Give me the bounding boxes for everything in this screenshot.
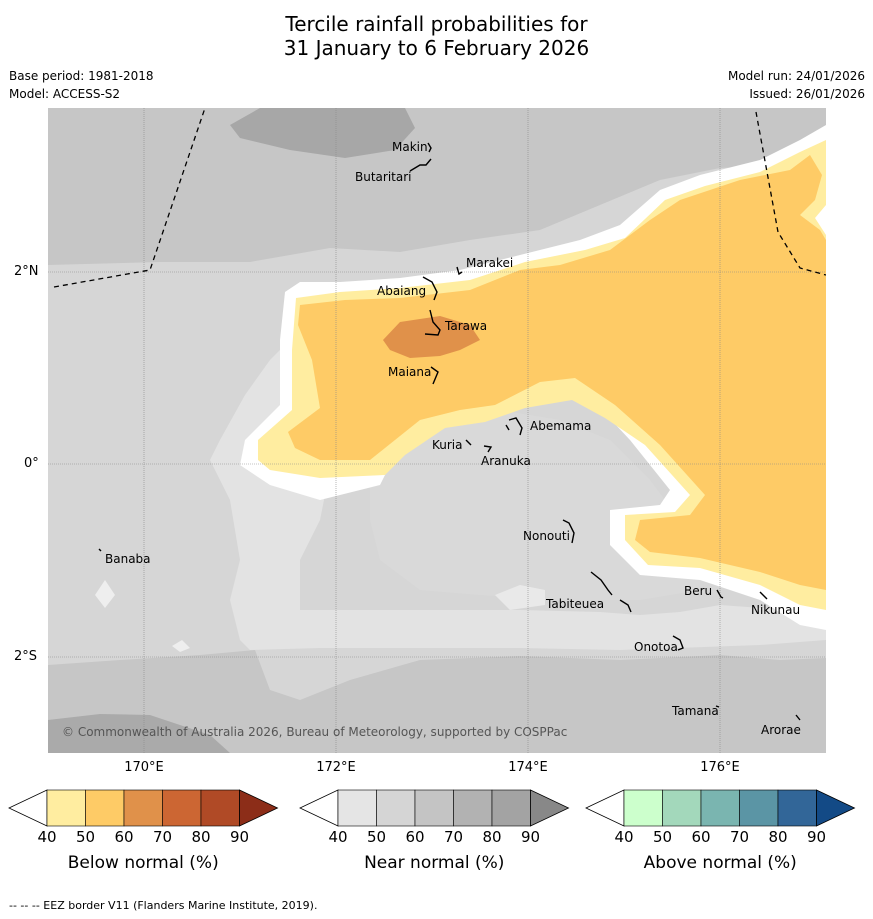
colorbars	[8, 789, 856, 827]
chart-title: Tercile rainfall probabilities for 31 Ja…	[0, 12, 873, 60]
meta-left: Base period: 1981-2018 Model: ACCESS-S2	[9, 67, 154, 103]
colorbar-swatch	[200, 789, 240, 827]
island-label: Nikunau	[751, 603, 800, 617]
island-label: Maiana	[388, 365, 431, 379]
island-label: Tamana	[671, 704, 719, 718]
colorbar-tick: 70	[443, 828, 464, 846]
colorbar-swatch	[337, 789, 377, 827]
colorbar-swatch	[453, 789, 493, 827]
y-tick-label: 0°	[24, 456, 39, 471]
island-label: Makin	[392, 140, 428, 154]
colorbar-tick: 40	[328, 828, 348, 846]
colorbar-swatch	[85, 789, 125, 827]
island-label: Butaritari	[355, 170, 412, 184]
island-label: Beru	[684, 584, 712, 598]
island-label: Nonouti	[523, 529, 570, 543]
colorbar-swatch	[162, 789, 202, 827]
colorbar-extend-low	[8, 789, 48, 827]
colorbar-tick: 60	[405, 828, 425, 846]
east-edge-gap	[815, 205, 826, 235]
colorbar-swatch	[739, 789, 779, 827]
eez-borders	[53, 108, 826, 288]
colorbar-swatch	[623, 789, 663, 827]
colorbar-extend-high	[239, 789, 279, 827]
copyright-text: © Commonwealth of Australia 2026, Bureau…	[62, 725, 567, 739]
colorbar-tick: 70	[729, 828, 750, 846]
colorbar-tick: 80	[768, 828, 788, 846]
x-tick-label: 174°E	[508, 760, 548, 775]
x-tick-label: 176°E	[700, 760, 740, 775]
x-tick-label: 172°E	[316, 760, 356, 775]
model-run: Model run: 24/01/2026	[727, 69, 865, 83]
title-line-1: Tercile rainfall probabilities for	[285, 12, 588, 36]
issued-date: Issued: 26/01/2026	[749, 87, 865, 101]
island-label: Marakei	[466, 256, 513, 270]
island-label: Tarawa	[444, 319, 487, 333]
colorbar-tick: 40	[614, 828, 634, 846]
island-label: Abaiang	[377, 284, 426, 298]
title-line-2: 31 January to 6 February 2026	[283, 36, 590, 60]
island-label: Arorae	[761, 723, 801, 737]
island-shapes	[98, 142, 801, 721]
colorbar-tick: 80	[482, 828, 502, 846]
colorbar-tick: 50	[75, 828, 96, 846]
colorbar-label: Above normal (%)	[643, 853, 797, 873]
colorbar-tick: 40	[37, 828, 57, 846]
colorbar-tick: 80	[191, 828, 211, 846]
colorbar-tick: 60	[691, 828, 711, 846]
below-normal-60-tarawa	[383, 316, 480, 358]
colorbar-swatch	[700, 789, 740, 827]
x-tick-label: 170°E	[124, 760, 164, 775]
colorbar-tick: 50	[366, 828, 387, 846]
island-label: Aranuka	[481, 454, 531, 468]
gridlines	[48, 108, 826, 753]
near-normal-70-southwest	[48, 714, 230, 753]
colorbar-label: Below normal (%)	[67, 853, 219, 873]
island-label: Abemama	[530, 419, 591, 433]
colorbar-extend-high	[816, 789, 856, 827]
near-normal-patch-south	[495, 585, 545, 610]
y-tick-label: 2°S	[14, 649, 38, 664]
colorbar-extend-high	[530, 789, 570, 827]
colorbar-tick: 90	[229, 828, 250, 846]
colorbar-extend-low	[585, 789, 625, 827]
island-label: Tabiteuea	[545, 597, 604, 611]
near-normal-60-northwest	[48, 108, 300, 215]
meta-right: Model run: 24/01/2026 Issued: 26/01/2026	[728, 67, 865, 103]
near-normal-70-north	[230, 108, 415, 158]
near-normal-60-south	[48, 650, 826, 753]
base-period: Base period: 1981-2018	[9, 69, 154, 83]
colorbar-label: Near normal (%)	[364, 853, 505, 873]
colorbar-swatch	[491, 789, 531, 827]
island-label: Onotoa	[634, 640, 678, 654]
colorbar-swatch	[123, 789, 163, 827]
colorbar-swatch	[376, 789, 416, 827]
island-label: Kuria	[432, 438, 463, 452]
near-normal-patch-west	[95, 580, 115, 608]
footer-note: -- -- -- EEZ border V11 (Flanders Marine…	[9, 899, 318, 912]
colorbar-swatch	[662, 789, 702, 827]
colorbar-tick: 70	[152, 828, 173, 846]
colorbar-tick: 90	[520, 828, 541, 846]
near-normal-patch-southwest	[172, 640, 190, 652]
y-tick-label: 2°N	[14, 264, 39, 279]
island-label: Banaba	[105, 552, 151, 566]
colorbar-extend-low	[299, 789, 339, 827]
island-labels: Makin Butaritari Marakei Abaiang Tarawa …	[105, 140, 801, 737]
model-name: Model: ACCESS-S2	[9, 87, 121, 101]
colorbar-swatch	[46, 789, 86, 827]
colorbar-swatch	[414, 789, 454, 827]
colorbar-tick: 90	[806, 828, 827, 846]
below-normal-50-region	[288, 155, 826, 590]
map-field: Makin Butaritari Marakei Abaiang Tarawa …	[48, 108, 826, 753]
colorbar-swatch	[777, 789, 817, 827]
colorbar-tick: 60	[114, 828, 134, 846]
colorbar-tick: 50	[652, 828, 673, 846]
